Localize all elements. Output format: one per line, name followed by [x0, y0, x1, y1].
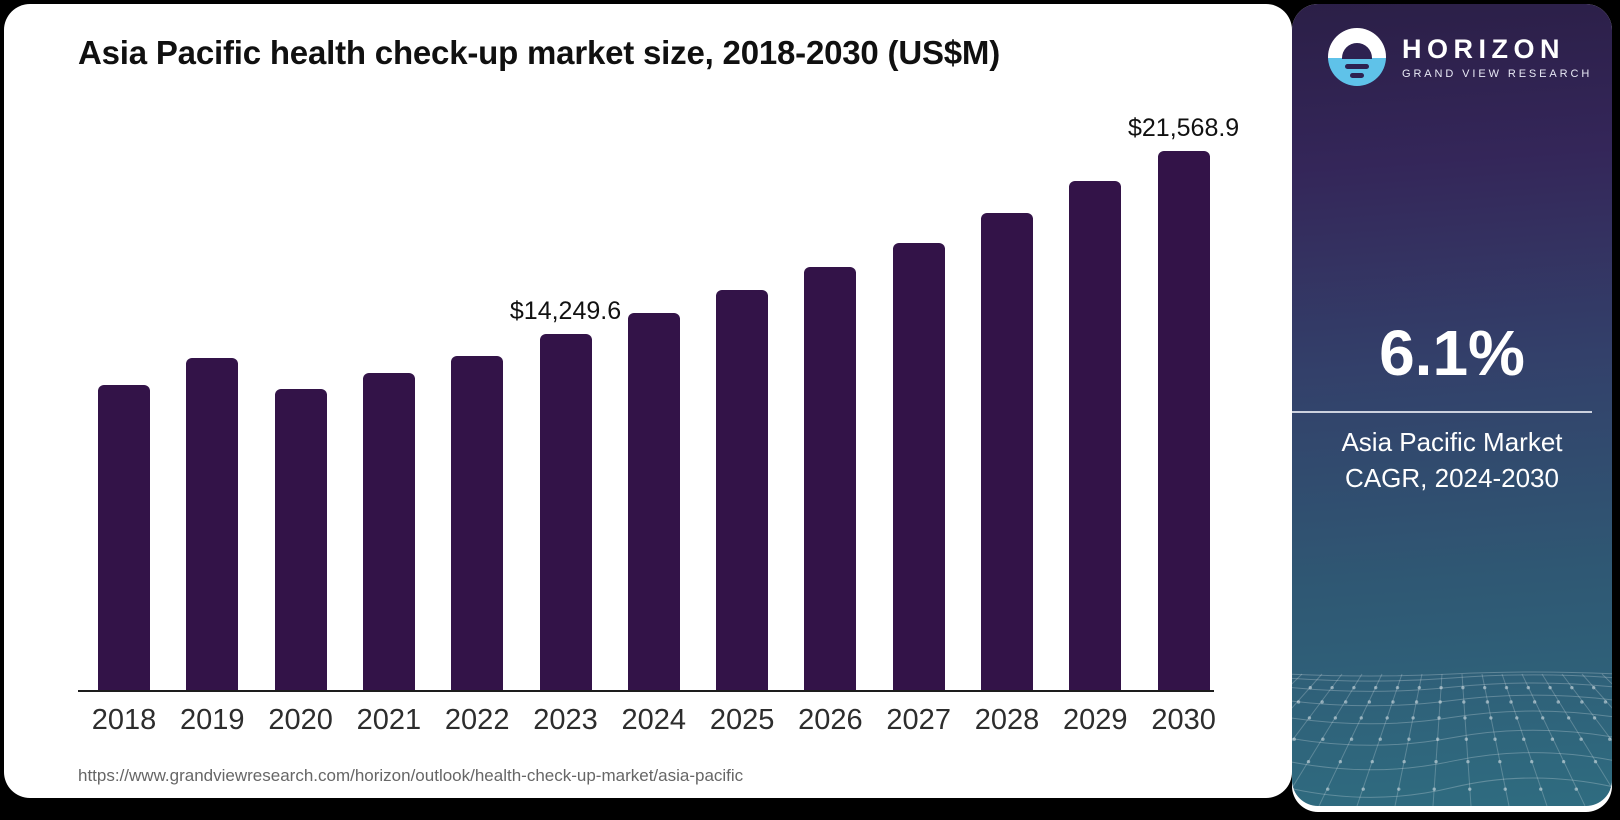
bar-2030	[1157, 151, 1210, 690]
bar-2024	[627, 313, 680, 690]
x-tick-label: 2028	[974, 704, 1040, 736]
x-tick-label: 2020	[268, 704, 333, 736]
water-line-icon	[1345, 64, 1369, 69]
bar-value-label: $21,568.9	[1127, 114, 1240, 142]
wireframe-mesh-graphic	[1292, 671, 1612, 806]
chart-title: Asia Pacific health check-up market size…	[78, 34, 1000, 71]
bar-2022	[451, 356, 504, 690]
x-tick-label: 2021	[356, 704, 422, 736]
bar-2023	[539, 334, 592, 690]
divider-line	[1292, 411, 1592, 413]
sun-half-icon	[1342, 43, 1372, 59]
cagr-caption-line1: Asia Pacific Market	[1341, 427, 1563, 457]
plot-area: 2018 2019 2020 2021 2022 2023 $14,249.6 2024 202…	[78, 84, 1239, 736]
brand-panel: HORIZON GRAND VIEW RESEARCH 6.1% Asia Pa…	[1292, 4, 1612, 806]
bar-2025	[716, 290, 769, 690]
bar-2021	[362, 373, 415, 690]
bar-2018	[98, 385, 150, 690]
x-tick-label: 2018	[91, 704, 157, 736]
x-tick-label: 2022	[444, 704, 510, 736]
brand-logo-row: HORIZON GRAND VIEW RESEARCH	[1328, 28, 1592, 86]
x-axis-line	[78, 690, 1214, 692]
x-tick-label: 2029	[1063, 704, 1128, 736]
brand-text: HORIZON GRAND VIEW RESEARCH	[1402, 34, 1592, 80]
brand-name: HORIZON	[1402, 34, 1565, 64]
x-tick-label: 2027	[886, 704, 951, 736]
x-tick-label: 2025	[709, 704, 775, 736]
bar-2029	[1069, 181, 1122, 690]
cagr-value: 6.1%	[1379, 317, 1525, 389]
bar-2019	[186, 358, 239, 690]
bar-value-label: $14,249.6	[509, 297, 622, 325]
bar-2028	[981, 213, 1033, 690]
water-line-icon	[1350, 73, 1364, 78]
x-tick-label: 2019	[180, 704, 245, 736]
cagr-caption: Asia Pacific Market CAGR, 2024-2030	[1292, 424, 1612, 496]
chart-card: Asia Pacific health check-up market size…	[4, 4, 1292, 798]
x-tick-label: 2030	[1151, 704, 1216, 736]
brand-subtitle: GRAND VIEW RESEARCH	[1402, 68, 1593, 80]
bar-2027	[892, 243, 945, 690]
cagr-caption-line2: CAGR, 2024-2030	[1345, 463, 1559, 493]
bar-2020	[274, 389, 327, 690]
horizon-sun-icon	[1328, 28, 1386, 86]
bar-2026	[804, 267, 857, 690]
x-tick-label: 2024	[621, 704, 687, 736]
x-tick-label: 2026	[798, 704, 863, 736]
source-url: https://www.grandviewresearch.com/horizo…	[78, 766, 744, 785]
x-tick-label: 2023	[533, 704, 598, 736]
